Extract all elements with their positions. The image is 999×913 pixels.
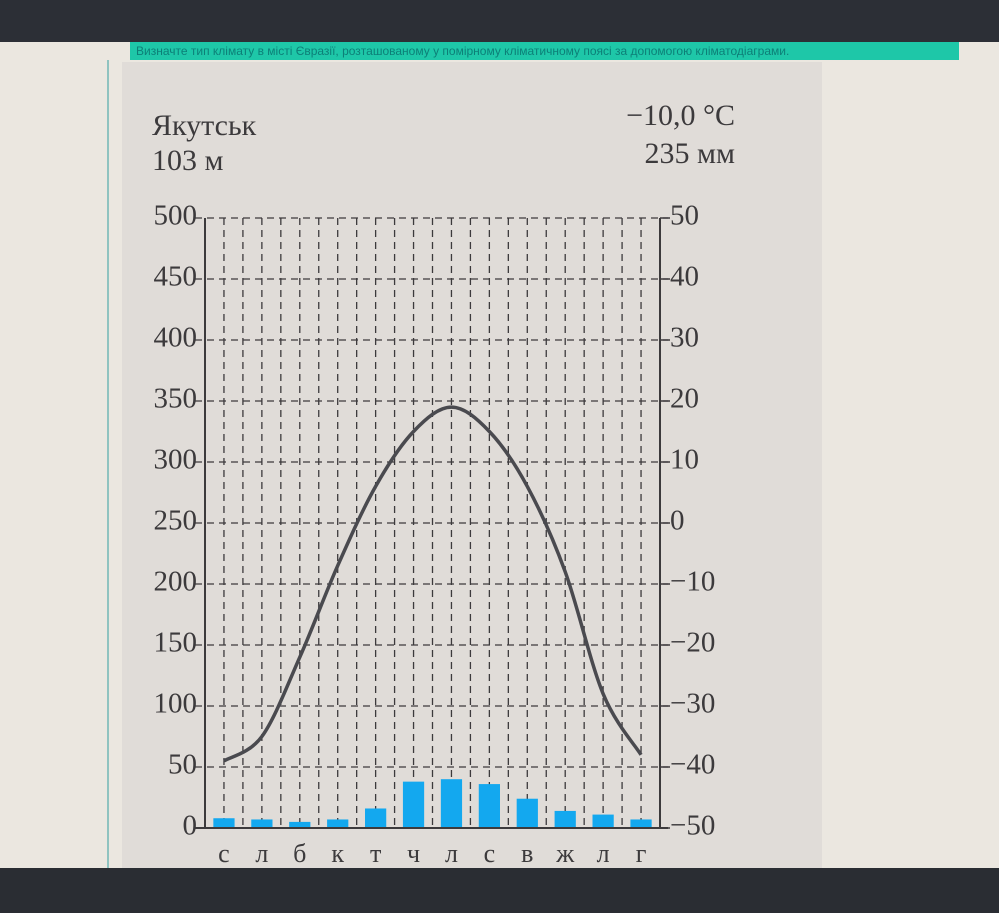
precipitation-bar xyxy=(213,818,235,828)
precipitation-bar xyxy=(592,814,614,828)
annual-precipitation: 235 мм xyxy=(645,137,735,170)
precipitation-bar xyxy=(365,808,387,828)
y-tick-label: 150 xyxy=(154,627,198,659)
y2-tick-label: 30 xyxy=(670,322,699,354)
screen-top xyxy=(0,0,999,42)
y2-tick-label: −30 xyxy=(670,688,715,720)
temperature-line xyxy=(223,405,643,763)
precipitation-bar xyxy=(289,821,311,828)
y2-tick-label: 50 xyxy=(670,200,699,232)
banner-bg xyxy=(130,42,959,60)
x-tick-label: с xyxy=(484,839,496,868)
screen-bottom xyxy=(0,868,999,913)
x-tick-label: б xyxy=(293,839,306,868)
x-tick-label: т xyxy=(370,839,381,868)
y2-tick-label: −20 xyxy=(670,627,715,659)
precipitation-bar xyxy=(251,819,273,828)
y2-tick-label: 20 xyxy=(670,383,699,415)
x-tick-label: ж xyxy=(555,839,575,868)
y-tick-label: 300 xyxy=(154,444,198,476)
station: Якутськ xyxy=(152,109,257,142)
elevation: 103 м xyxy=(152,144,224,177)
precipitation-bar xyxy=(478,784,500,828)
y2-tick-label: −40 xyxy=(670,749,715,781)
precipitation-bar xyxy=(554,810,576,828)
y2-tick-label: 40 xyxy=(670,261,699,293)
y-tick-label: 50 xyxy=(168,749,197,781)
paper xyxy=(122,62,822,870)
precipitation-bar xyxy=(402,781,425,828)
y-tick-label: 0 xyxy=(183,810,198,842)
y-tick-label: 400 xyxy=(154,322,198,354)
precipitation-bar xyxy=(440,779,463,828)
x-tick-label: к xyxy=(331,839,344,868)
x-tick-label: г xyxy=(636,839,647,868)
precipitation-bar xyxy=(516,798,538,828)
y-tick-label: 250 xyxy=(154,505,198,537)
x-tick-label: л xyxy=(445,839,458,868)
x-tick-label: ч xyxy=(407,839,420,868)
y2-tick-label: 0 xyxy=(670,505,685,537)
banner: Визначте тип клімату в місті Євразії, ро… xyxy=(136,44,789,58)
x-tick-label: с xyxy=(218,839,230,868)
y-tick-label: 100 xyxy=(154,688,198,720)
x-tick-label: л xyxy=(597,839,610,868)
annual-temperature: −10,0 °C xyxy=(626,99,735,132)
y-tick-label: 200 xyxy=(154,566,198,598)
precipitation-bar xyxy=(327,819,349,828)
y-tick-label: 500 xyxy=(154,200,198,232)
y2-tick-label: −50 xyxy=(670,810,715,842)
precipitation-bar xyxy=(630,819,652,828)
y-tick-label: 350 xyxy=(154,383,198,415)
x-tick-label: в xyxy=(521,839,533,868)
x-tick-label: л xyxy=(255,839,268,868)
y2-tick-label: −10 xyxy=(670,566,715,598)
y-tick-label: 450 xyxy=(154,261,198,293)
y2-tick-label: 10 xyxy=(670,444,699,476)
